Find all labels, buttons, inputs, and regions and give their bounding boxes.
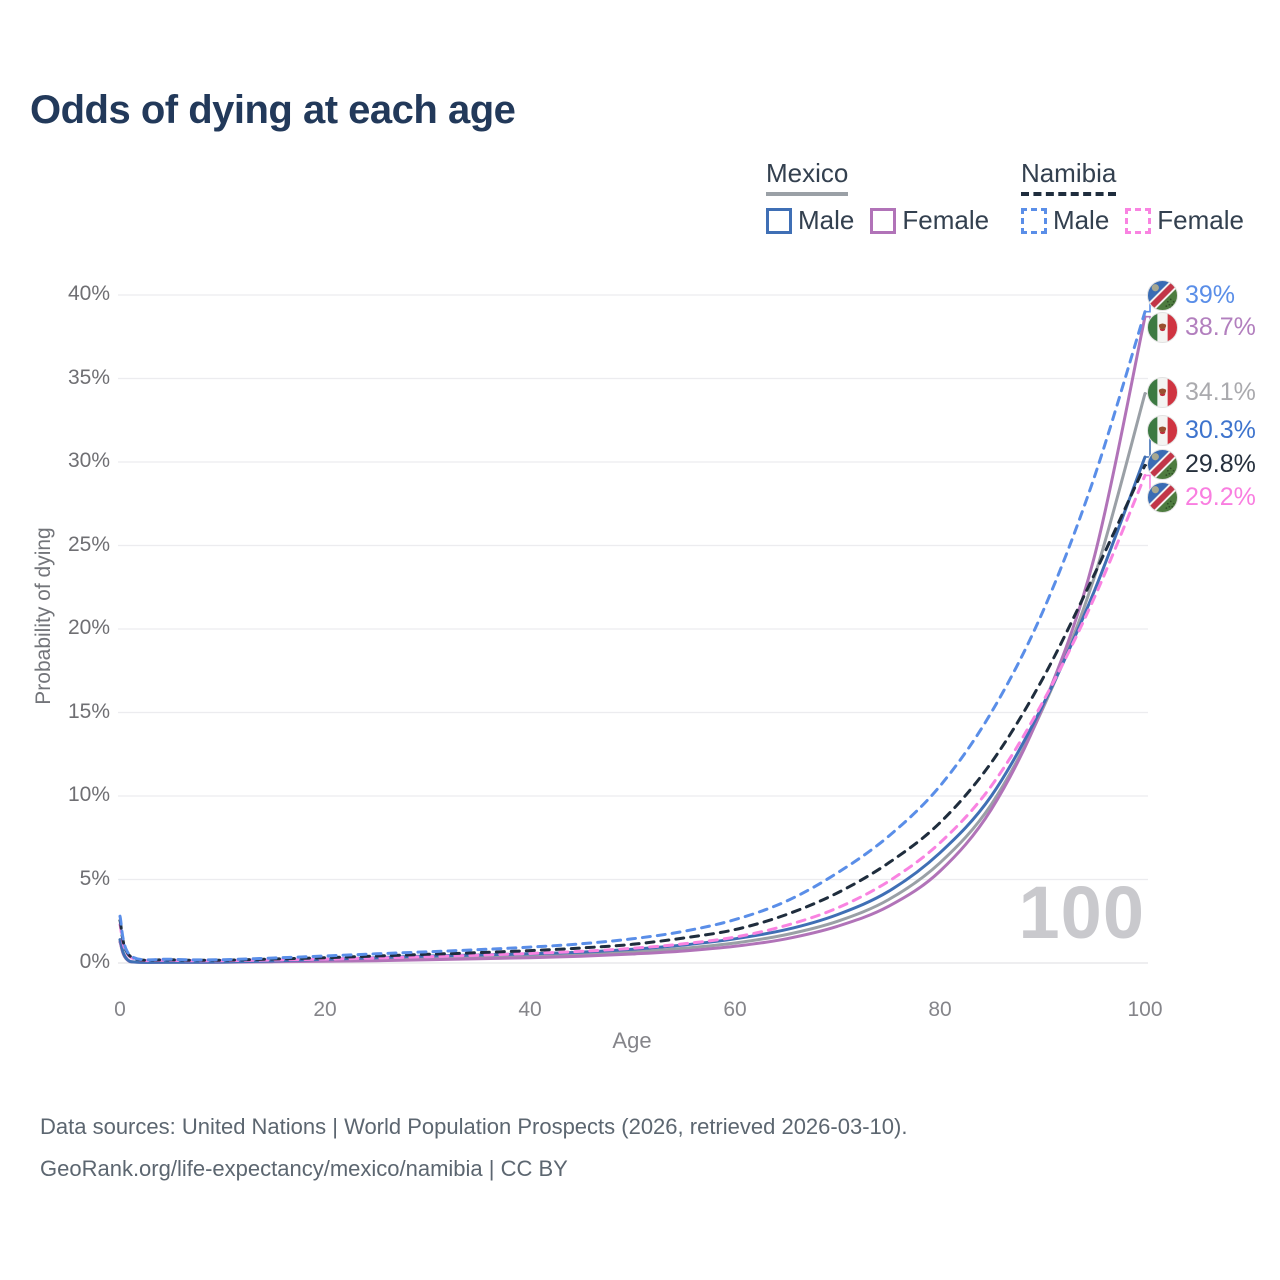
legend-group-namibia: Namibia Male Female bbox=[1020, 158, 1244, 236]
y-tick-label: 40% bbox=[67, 282, 110, 305]
end-label-namibia_male: 39% bbox=[1147, 279, 1235, 311]
x-tick-label: 40 bbox=[518, 998, 542, 1021]
end-label-value: 34.1% bbox=[1185, 377, 1256, 406]
y-tick-label: 30% bbox=[67, 449, 110, 472]
end-label-namibia_female: 29.2% bbox=[1147, 481, 1256, 513]
mexico-flag-icon bbox=[1147, 377, 1178, 408]
mexico-flag-icon bbox=[1147, 415, 1178, 446]
mexico-female-swatch-icon bbox=[870, 207, 897, 234]
legend-label: Female bbox=[902, 205, 990, 235]
legend-label: Male bbox=[1052, 205, 1110, 235]
x-tick-label: 0 bbox=[114, 998, 126, 1021]
namibia-flag-icon bbox=[1147, 280, 1178, 311]
mexico-male-swatch-icon bbox=[766, 207, 792, 234]
series-line-namibia_male bbox=[118, 310, 1147, 962]
series-line-namibia_female bbox=[118, 473, 1147, 963]
namibia-male-swatch-icon bbox=[1020, 207, 1047, 234]
end-label-mexico_female: 38.7% bbox=[1147, 311, 1256, 343]
end-label-value: 39% bbox=[1185, 280, 1236, 309]
legend-group-mexico: Mexico Male Female bbox=[766, 158, 989, 236]
hover-age-watermark: 100 bbox=[1018, 871, 1145, 954]
legend-item-namibia-female[interactable]: Female bbox=[1125, 205, 1244, 236]
x-tick-label: 80 bbox=[928, 998, 952, 1021]
namibia-female-swatch-icon bbox=[1125, 207, 1152, 234]
end-label-mexico_male: 30.3% bbox=[1147, 414, 1256, 446]
y-tick-label: 0% bbox=[79, 950, 110, 973]
footer: Data sources: United Nations | World Pop… bbox=[40, 1106, 907, 1190]
series-line-mexico_male bbox=[118, 455, 1147, 964]
footer-attribution: GeoRank.org/life-expectancy/mexico/namib… bbox=[40, 1156, 568, 1181]
x-tick-label: 20 bbox=[313, 998, 337, 1021]
x-tick-label: 100 bbox=[1127, 998, 1163, 1021]
series-line-mexico_all bbox=[118, 392, 1147, 964]
mexico-flag-icon bbox=[1147, 312, 1178, 343]
end-label-value: 30.3% bbox=[1185, 415, 1256, 444]
namibia-flag-icon bbox=[1147, 449, 1178, 480]
legend-item-mexico-female[interactable]: Female bbox=[870, 205, 989, 236]
namibia-flag-icon bbox=[1147, 482, 1178, 513]
legend-item-namibia-male[interactable]: Male bbox=[1020, 205, 1110, 236]
y-tick-label: 15% bbox=[67, 699, 110, 723]
footer-data-sources: Data sources: United Nations | World Pop… bbox=[40, 1114, 908, 1139]
legend-header-namibia[interactable]: Namibia bbox=[1020, 158, 1117, 196]
legend-header-mexico[interactable]: Mexico bbox=[766, 158, 849, 196]
x-tick-label: 60 bbox=[723, 998, 747, 1021]
x-axis-label: Age bbox=[612, 1028, 652, 1053]
end-label-value: 29.2% bbox=[1185, 482, 1256, 511]
legend-label: Male bbox=[798, 205, 855, 235]
end-label-mexico_all: 34.1% bbox=[1147, 376, 1256, 408]
end-label-namibia_all: 29.8% bbox=[1147, 448, 1256, 480]
chart-legend: Mexico Male Female Namibia Male bbox=[766, 158, 1244, 236]
y-tick-label: 35% bbox=[67, 365, 110, 389]
y-tick-label: 25% bbox=[67, 532, 110, 556]
legend-label: Female bbox=[1157, 205, 1244, 235]
y-tick-label: 10% bbox=[67, 783, 110, 806]
legend-item-mexico-male[interactable]: Male bbox=[766, 205, 854, 236]
page-title: Odds of dying at each age bbox=[30, 88, 516, 132]
y-tick-label: 5% bbox=[79, 866, 110, 890]
y-tick-label: 20% bbox=[67, 616, 110, 639]
series-line-mexico_female bbox=[118, 315, 1147, 964]
end-label-value: 38.7% bbox=[1185, 312, 1256, 341]
end-label-value: 29.8% bbox=[1185, 449, 1256, 478]
